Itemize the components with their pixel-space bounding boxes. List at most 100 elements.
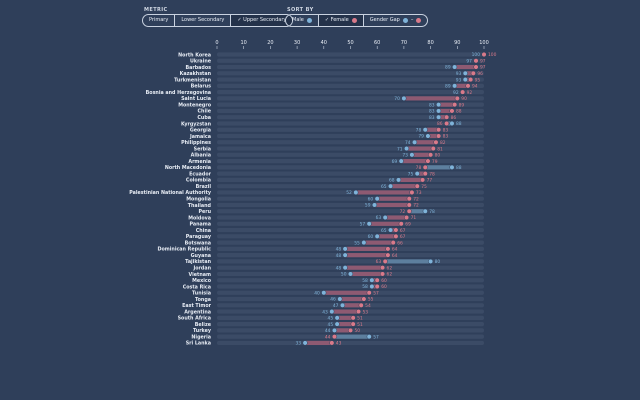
gap-bar [305, 340, 332, 346]
row-track [217, 165, 484, 170]
country-label: Albania [191, 153, 211, 159]
male-point [334, 321, 340, 327]
gap-dash-icon: – [410, 17, 414, 23]
female-value-label: 94 [472, 84, 478, 90]
male-point [396, 177, 402, 183]
sort-female-label: ✓ Female [324, 17, 349, 23]
country-label: Turkmenistan [174, 77, 211, 83]
row-track [217, 58, 484, 63]
female-point [460, 89, 466, 95]
female-value-label: 90 [461, 96, 467, 102]
female-point [444, 120, 450, 127]
male-point [361, 240, 367, 246]
female-point [406, 202, 412, 208]
row-track [217, 234, 484, 239]
female-value-label: 95 [475, 77, 481, 83]
sort-male-button[interactable]: Male [286, 15, 319, 26]
metric-label: METRIC [144, 7, 168, 13]
male-point [462, 77, 468, 83]
row-track [217, 146, 484, 151]
country-label: Tonga [195, 297, 211, 303]
sort-female-button[interactable]: ✓ Female [318, 15, 364, 26]
row-track [217, 90, 484, 95]
male-point [347, 271, 354, 277]
female-dot-icon [351, 18, 357, 23]
country-label: Jamaica [189, 134, 211, 140]
male-value-label: 59 [365, 203, 371, 209]
female-point [390, 240, 396, 246]
gap-bar [390, 227, 396, 233]
male-value-label: 57 [360, 221, 366, 227]
country-label: China [196, 228, 211, 234]
female-point [444, 114, 450, 120]
male-value-label: 69 [392, 159, 398, 165]
female-value-label: 86 [437, 121, 443, 127]
gap-bar [403, 96, 458, 101]
row-track [217, 115, 484, 120]
female-point [361, 296, 367, 302]
male-value-label: 45 [328, 316, 334, 322]
sort-gender-gap-button[interactable]: Gender Gap – [364, 15, 428, 26]
gap-female-dot-icon [416, 18, 422, 23]
metric-lower-secondary-button[interactable]: Lower Secondary [175, 15, 232, 26]
row-track [217, 121, 484, 126]
gap-bar [331, 309, 359, 314]
gap-bar [401, 158, 428, 164]
female-point [428, 152, 434, 158]
male-value-label: 83 [429, 115, 435, 121]
female-value-label: 60 [381, 278, 387, 284]
male-point [462, 70, 468, 76]
female-value-label: 51 [357, 316, 363, 322]
female-value-label: 51 [357, 322, 363, 328]
male-value-label: 43 [322, 309, 328, 315]
male-point [321, 290, 327, 296]
metric-primary-button[interactable]: Primary [143, 15, 176, 26]
gap-bar [385, 215, 407, 220]
country-label: Kyrgyzstan [181, 121, 212, 127]
female-value-label: 83 [443, 127, 449, 133]
female-value-label: 77 [427, 178, 433, 184]
male-point [382, 214, 388, 221]
male-point [342, 252, 348, 258]
male-value-label: 68 [389, 178, 395, 184]
country-label: Mexico [192, 278, 212, 284]
metric-upper-secondary-button[interactable]: ✓ Upper Secondary [231, 15, 293, 26]
male-value-label: 80 [435, 259, 441, 265]
gap-bar [438, 115, 447, 120]
country-label: Paraguay [186, 234, 212, 240]
x-tick-label: 50 [347, 40, 353, 46]
male-point [409, 152, 415, 158]
country-label: Botswana [185, 240, 211, 246]
male-point [337, 296, 343, 302]
row-track [217, 158, 484, 164]
country-label: Mongolia [186, 197, 211, 203]
country-label: Costa Rica [183, 284, 211, 290]
female-value-label: 72 [413, 203, 419, 209]
female-value-label: 67 [400, 234, 406, 240]
row-track [217, 152, 484, 157]
row-track [217, 190, 484, 195]
female-point [430, 146, 436, 152]
country-label: Saint Lucia [181, 96, 211, 102]
country-label: Dominican Republic [157, 247, 211, 253]
male-point [452, 64, 458, 70]
country-label: Tajikistan [185, 259, 211, 265]
male-point [366, 334, 372, 340]
male-point [404, 146, 410, 152]
row-track [217, 184, 484, 189]
gap-bar [371, 278, 378, 283]
x-tick-label: 90 [454, 40, 460, 46]
country-label: Ecuador [189, 171, 212, 177]
male-value-label: 48 [336, 265, 342, 271]
female-point [449, 108, 455, 114]
row-track [217, 108, 484, 114]
gap-bar [398, 177, 423, 182]
male-point [425, 133, 431, 139]
female-value-label: 55 [368, 297, 374, 303]
female-point [374, 277, 380, 283]
gap-bar [374, 202, 410, 208]
gap-bar [369, 221, 402, 226]
row-track [217, 64, 484, 70]
gap-bar [337, 322, 354, 327]
male-point [339, 302, 346, 308]
